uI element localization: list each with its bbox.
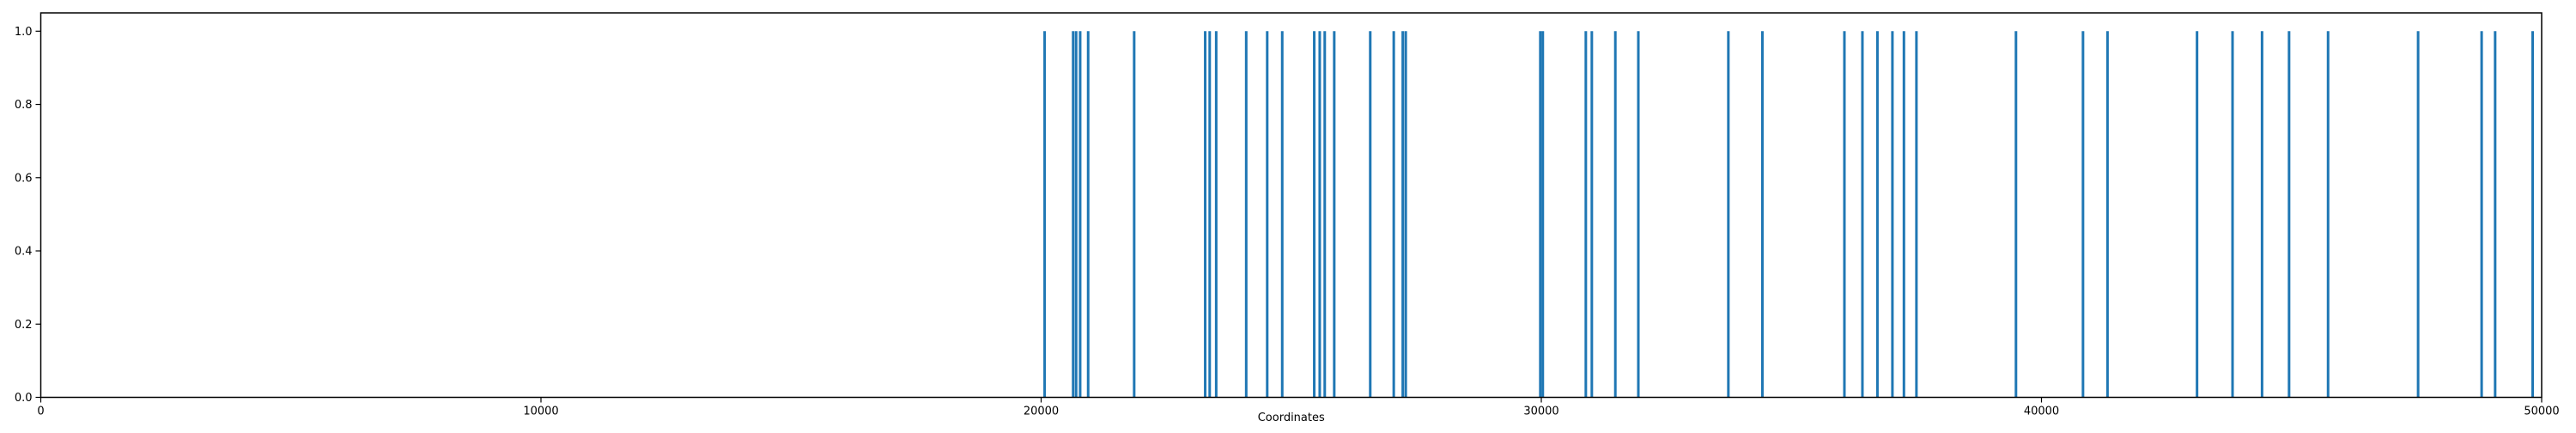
- x-tick-label: 20000: [1024, 406, 1059, 418]
- y-tick-label: 0.0: [15, 392, 33, 405]
- marks-layer: [1043, 31, 2535, 398]
- axes-layer: 0 10000 20000 30000 40000 50000 0.0 0.2 0.4 0.6 0.…: [15, 12, 2560, 418]
- y-tick-label: 0.8: [15, 99, 33, 112]
- x-tick-label: 0: [37, 406, 44, 418]
- x-tick-label: 40000: [2024, 406, 2059, 418]
- x-tick-label: 50000: [2524, 406, 2559, 418]
- x-axis-label: Coordinates: [1258, 412, 1325, 424]
- x-tick-label: 30000: [1523, 406, 1558, 418]
- y-tick-label: 0.6: [15, 172, 33, 185]
- y-tick-label: 0.4: [15, 246, 33, 259]
- y-tick-label: 1.0: [15, 26, 33, 39]
- y-tick-label: 0.2: [15, 319, 33, 332]
- x-tick-label: 10000: [523, 406, 558, 418]
- plot-frame: [39, 12, 2543, 399]
